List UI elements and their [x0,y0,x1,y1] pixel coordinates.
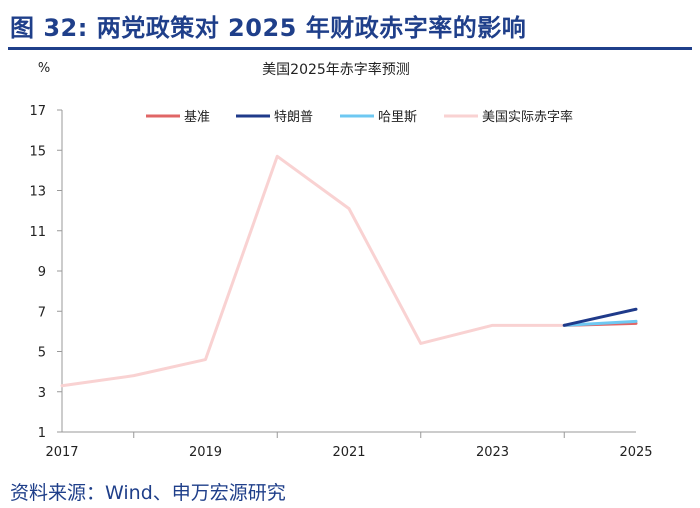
x-tick-label: 2023 [476,445,509,460]
y-tick-label: 11 [29,225,46,240]
y-tick-label: 3 [38,386,46,401]
legend-label: 哈里斯 [378,110,417,125]
y-tick-label: 7 [38,305,46,320]
y-tick-label: 13 [29,185,46,200]
source-note: 资料来源：Wind、申万宏源研究 [10,482,286,504]
y-tick-label: 1 [38,426,46,441]
chart-legend: 基准 特朗普 哈里斯 美国实际赤字率 [146,109,573,125]
y-tick-label: 9 [38,265,46,280]
x-tick-label: 2021 [332,445,365,460]
figure-title: 图 32: 两党政策对 2025 年财政赤字率的影响 [10,14,527,42]
series-line-1 [562,307,638,327]
legend-label: 美国实际赤字率 [482,109,573,125]
y-tick-label: 15 [29,144,46,159]
series-line-3 [60,154,566,388]
chart-title: 美国2025年赤字率预测 [262,61,410,78]
x-tick-label: 2025 [619,445,652,460]
y-axis-unit-label: % [38,61,50,76]
y-tick-label: 17 [29,104,46,119]
series-layer [60,154,638,388]
y-tick-label: 5 [38,346,46,361]
x-tick-label: 2019 [189,445,222,460]
title-divider [8,47,692,50]
x-tick-label: 2017 [45,445,78,460]
legend-label: 特朗普 [274,110,313,125]
legend-label: 基准 [184,110,210,125]
series-line-2 [562,319,638,327]
